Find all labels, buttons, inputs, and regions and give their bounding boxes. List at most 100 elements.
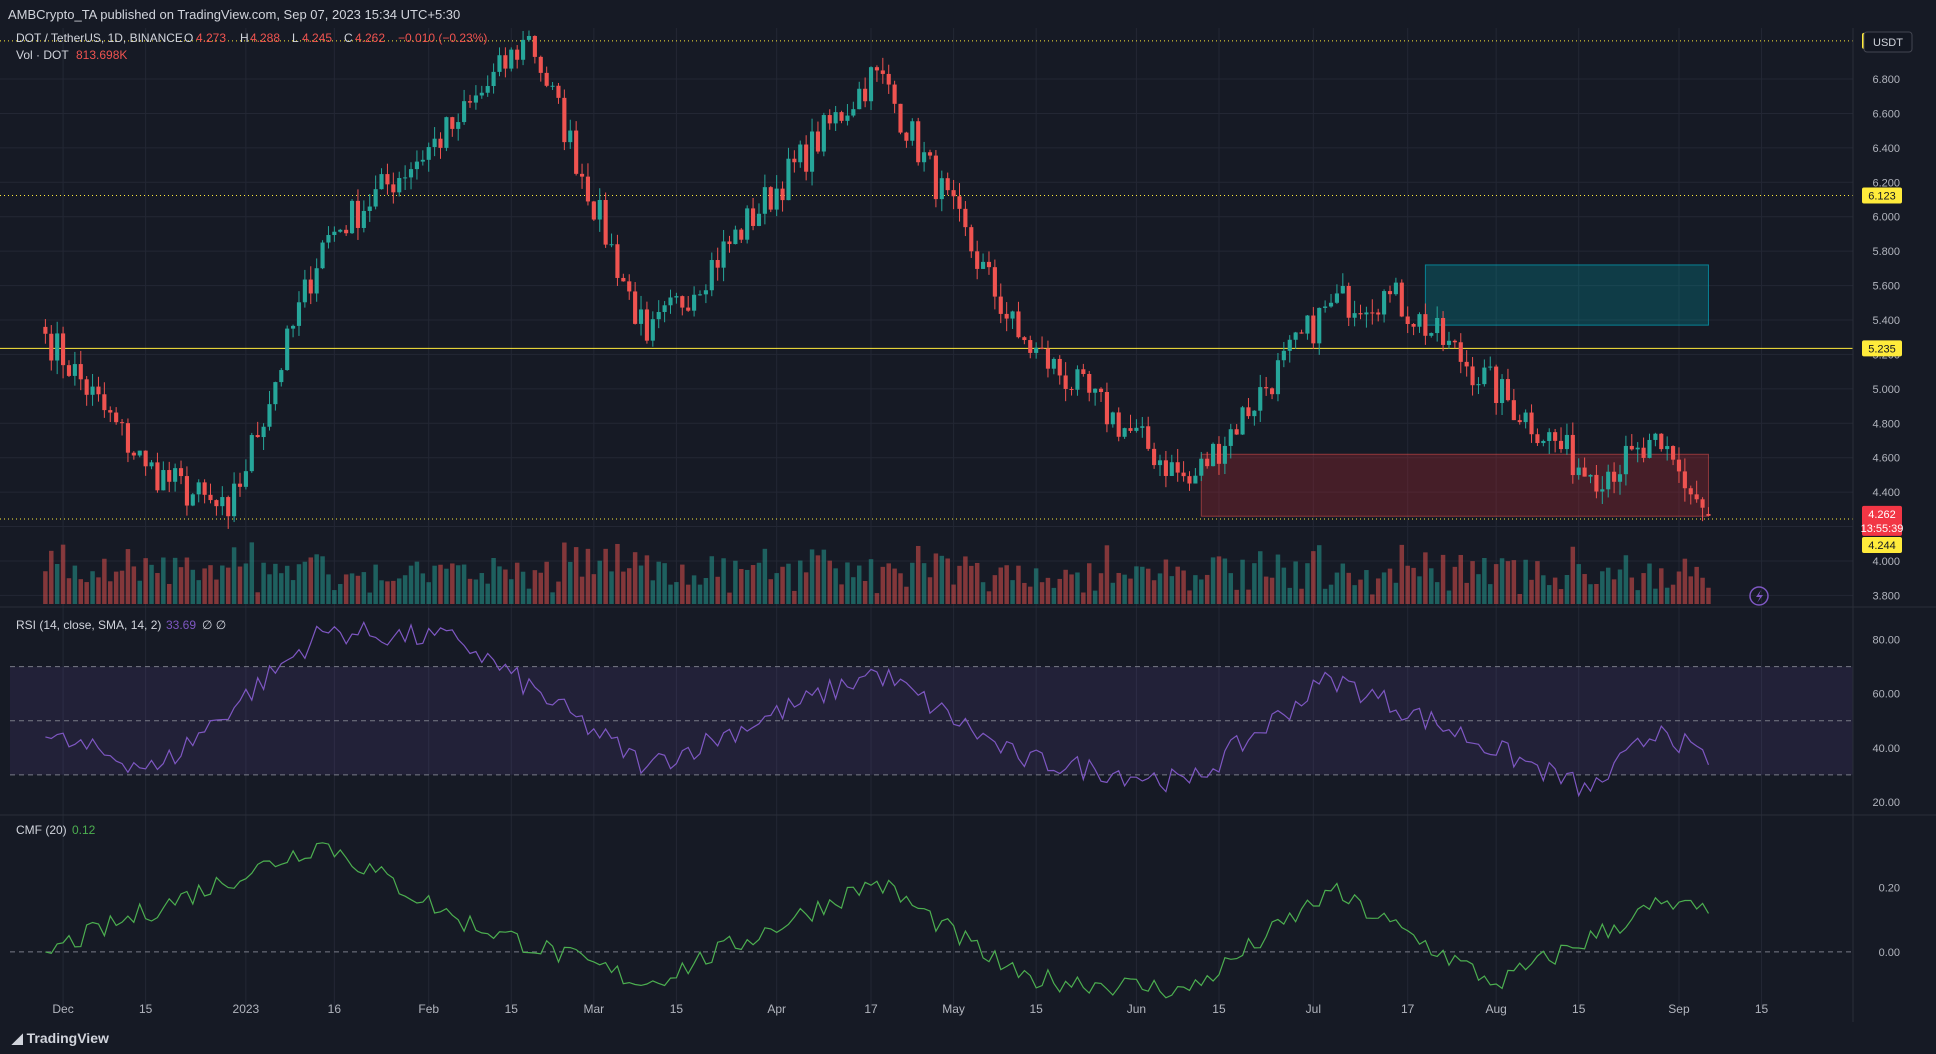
candle bbox=[904, 131, 909, 148]
candle bbox=[650, 311, 655, 347]
volume-bar bbox=[284, 565, 290, 604]
volume-bar bbox=[220, 565, 225, 604]
volume-bar bbox=[1293, 561, 1298, 604]
candle bbox=[1211, 442, 1216, 467]
volume-bar bbox=[1588, 584, 1593, 604]
volume-bar bbox=[833, 568, 838, 604]
volume-bar bbox=[951, 584, 956, 604]
volume-bars bbox=[43, 542, 1711, 604]
candle bbox=[397, 171, 402, 197]
candle bbox=[591, 200, 596, 221]
volume-bar bbox=[904, 586, 909, 604]
volume-bar bbox=[1611, 579, 1617, 604]
candle bbox=[1494, 364, 1499, 415]
candle bbox=[261, 423, 266, 451]
volume-bar bbox=[367, 592, 372, 604]
x-tick-label: 17 bbox=[864, 1002, 878, 1016]
candle bbox=[255, 421, 260, 438]
price-marker: 4.262 13:55:39 bbox=[1861, 505, 1903, 536]
candle bbox=[662, 301, 667, 323]
volume-bar bbox=[632, 552, 638, 604]
candle bbox=[1163, 450, 1168, 488]
candle bbox=[538, 55, 543, 82]
candle bbox=[291, 324, 296, 338]
footer-bar: ◢ TradingView bbox=[0, 1022, 1936, 1054]
volume-bar bbox=[467, 578, 473, 604]
volume-bar bbox=[892, 568, 897, 604]
candle bbox=[1376, 308, 1381, 322]
volume-bar bbox=[1281, 567, 1287, 604]
candle bbox=[780, 181, 785, 212]
candle bbox=[1028, 335, 1033, 359]
candle bbox=[285, 325, 290, 371]
candle bbox=[1234, 424, 1239, 435]
volume-bar bbox=[721, 558, 726, 604]
cmf-y-tick-label: 0.20 bbox=[1879, 883, 1900, 895]
volume-bar bbox=[1193, 575, 1198, 604]
replay-icon[interactable] bbox=[1749, 586, 1769, 606]
candle bbox=[1287, 335, 1292, 363]
candle bbox=[916, 117, 921, 166]
tradingview-logo[interactable]: ◢ TradingView bbox=[12, 1030, 109, 1047]
candle bbox=[1429, 332, 1434, 338]
candle bbox=[1199, 451, 1204, 482]
candle bbox=[108, 406, 113, 422]
candle bbox=[863, 77, 868, 108]
volume-bar bbox=[1411, 567, 1416, 604]
chart-canvas[interactable]: Dec 15 2023 16 Feb 15 Mar 15 Apr 17 May 15 Jun 15 Jul 1… bbox=[0, 28, 1936, 1022]
candle bbox=[473, 85, 478, 110]
volume-bar bbox=[90, 571, 95, 604]
volume-bar bbox=[1529, 579, 1534, 604]
candle bbox=[190, 492, 195, 507]
candle bbox=[644, 301, 649, 344]
candle bbox=[1216, 436, 1222, 475]
volume-bar bbox=[385, 581, 390, 604]
candle bbox=[1452, 339, 1457, 349]
candle bbox=[119, 418, 125, 436]
volume-bar bbox=[1104, 545, 1110, 604]
volume-bar bbox=[1063, 569, 1068, 604]
legend-c-label: C bbox=[344, 31, 353, 45]
candle bbox=[131, 451, 136, 460]
candle bbox=[1671, 445, 1676, 466]
volume-bar bbox=[485, 583, 490, 604]
volume-bar bbox=[1635, 590, 1640, 604]
candle bbox=[574, 121, 579, 176]
volume-bar bbox=[72, 565, 78, 604]
volume-bar bbox=[426, 582, 431, 604]
candle bbox=[349, 199, 355, 234]
rsi-legend: RSI (14, close, SMA, 14, 2) 33.69 ∅ ∅ bbox=[16, 618, 226, 632]
volume-bar bbox=[66, 578, 72, 604]
volume-bar bbox=[1081, 592, 1086, 604]
candle bbox=[1181, 461, 1186, 482]
volume-bar bbox=[355, 575, 361, 604]
x-tick-label: 15 bbox=[1029, 1002, 1043, 1016]
volume-bar bbox=[1594, 583, 1599, 604]
volume-bar bbox=[1116, 572, 1121, 604]
candle bbox=[1252, 410, 1257, 426]
volume-bar bbox=[591, 574, 597, 604]
legend-c-value: 4.262 bbox=[355, 31, 385, 45]
volume-bar bbox=[1216, 556, 1222, 604]
candle bbox=[314, 258, 319, 302]
candle bbox=[1647, 433, 1652, 459]
cmf-legend: CMF (20) 0.12 bbox=[16, 823, 96, 837]
volume-bar bbox=[420, 573, 426, 604]
volume-bar bbox=[343, 574, 349, 604]
currency-badge[interactable]: USDT bbox=[1863, 31, 1913, 53]
cmf-title: CMF (20) bbox=[16, 823, 67, 837]
volume-bar bbox=[84, 582, 89, 604]
candle bbox=[1499, 374, 1505, 416]
y-tick-label: 6.000 bbox=[1872, 212, 1900, 224]
candle bbox=[267, 390, 272, 431]
volume-bar bbox=[1517, 594, 1522, 604]
volume-bar bbox=[1493, 564, 1499, 604]
candle bbox=[1665, 436, 1670, 461]
volume-bar bbox=[827, 560, 832, 604]
x-tick-label: May bbox=[942, 1002, 965, 1016]
volume-bar bbox=[786, 563, 791, 604]
x-tick-label: 15 bbox=[670, 1002, 684, 1016]
candle bbox=[1093, 388, 1098, 406]
volume-bar bbox=[1199, 579, 1204, 604]
candle bbox=[1470, 357, 1475, 396]
